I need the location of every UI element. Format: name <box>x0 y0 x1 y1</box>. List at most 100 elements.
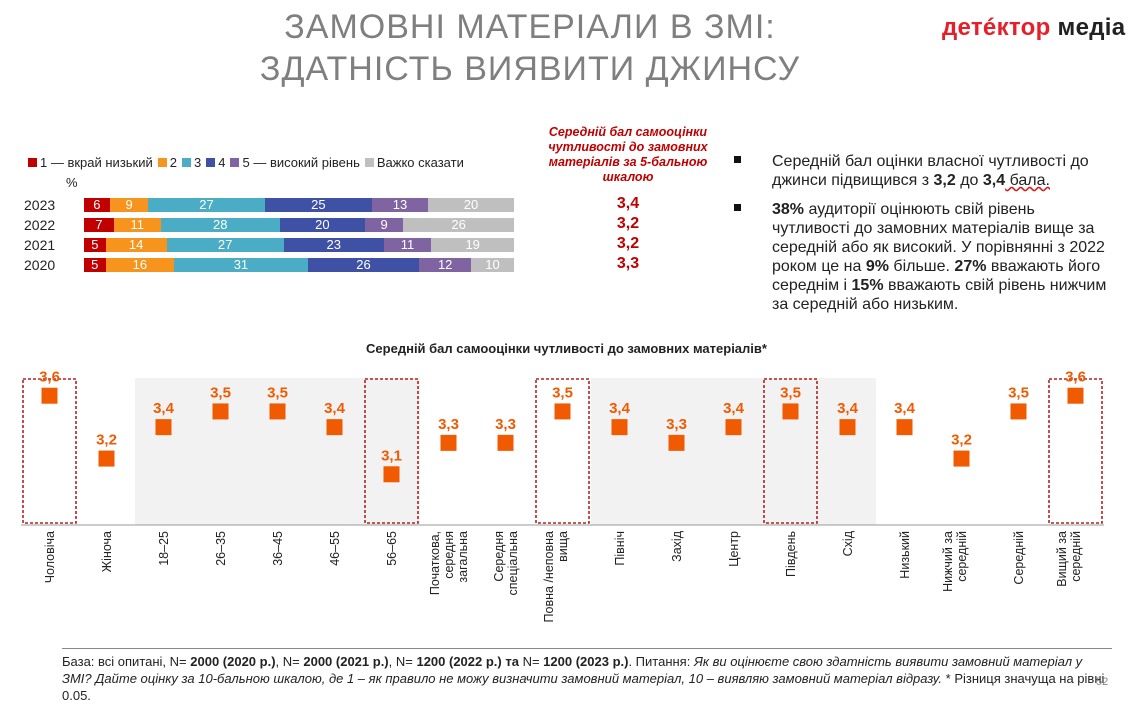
legend-item: Важко сказати <box>364 155 464 170</box>
dot-value-label: 3,5 <box>552 384 573 401</box>
mean-score-value: 3,4 <box>616 195 640 212</box>
footer-text-run: * Різниця значуща на рівні 0.05. <box>62 671 1105 703</box>
mean-score-value: 3,2 <box>616 215 640 232</box>
bar-segment: 7 <box>84 218 114 232</box>
shaded-band <box>762 378 819 525</box>
shaded-band <box>648 378 705 525</box>
legend-label: 1 — вкрай низький <box>40 155 153 170</box>
legend-label: 2 <box>169 155 178 170</box>
dot-value-label: 3,5 <box>1008 384 1029 401</box>
bar-segment: 31 <box>174 258 308 272</box>
text-run: Середній бал оцінки власної чутливості д… <box>772 153 1089 189</box>
dot-chart-title: Середній бал самооцінки чутливості до за… <box>366 341 767 356</box>
legend-swatch <box>230 158 240 167</box>
bar-segment: 11 <box>113 218 161 232</box>
stacked-bar-row: 5 16 31 26 12 10 <box>84 258 514 272</box>
detector-media-logo: детéктор медіа <box>942 14 1125 42</box>
text-run: бала. <box>1005 172 1050 189</box>
dot-marker <box>953 450 970 467</box>
logo-part-2: медіа <box>1050 14 1126 41</box>
x-axis-label: 46–55 <box>327 531 342 566</box>
legend-swatch <box>157 158 167 167</box>
dot-marker <box>1010 403 1027 420</box>
dot-marker <box>155 419 172 436</box>
bar-segment: 27 <box>166 238 284 252</box>
bullet-point-2: 38% аудиторії оцінюють свій рівень чутли… <box>734 200 1114 314</box>
text-run: вважають свій рівень нижчим за середній … <box>772 277 1107 313</box>
bar-segment: 26 <box>403 218 514 232</box>
title-line-1: ЗАМОВНІ МАТЕРІАЛИ В ЗМІ: <box>284 8 776 46</box>
dot-value-label: 3,5 <box>267 384 288 401</box>
legend-item: 2 <box>157 155 178 170</box>
dot-value-label: 3,4 <box>609 400 631 417</box>
bar-segment: 20 <box>427 198 514 212</box>
footer-text-run: 1200 (2022 р.) та <box>416 654 519 669</box>
dot-value-label: 3,4 <box>153 400 175 417</box>
dot-value-label: 3,4 <box>894 400 916 417</box>
text-run: 3,4 <box>982 172 1006 189</box>
mean-score-value: 3,2 <box>616 235 640 252</box>
legend-swatch <box>364 158 374 167</box>
bar-segment: 9 <box>109 198 149 212</box>
x-axis-label: Нижчий за середній <box>940 531 969 592</box>
legend-swatch <box>28 158 37 167</box>
bullet-point-1: Середній бал оцінки власної чутливості д… <box>734 152 1114 190</box>
dot-value-label: 3,3 <box>438 416 459 433</box>
text-run: вважають його середнім і <box>772 258 1101 294</box>
x-axis-label: Схід <box>840 531 855 557</box>
stacked-bar-row: 5 14 27 23 11 19 <box>84 238 514 252</box>
x-axis-label: Низький <box>897 531 912 579</box>
footer-text-run: База: всі опитані, N= <box>62 654 191 669</box>
bar-segment: 10 <box>470 258 514 272</box>
bar-segment: 20 <box>279 218 365 232</box>
dot-value-label: 3,3 <box>495 416 516 433</box>
mean-score-value: 3,3 <box>616 255 640 272</box>
text-run: 38% <box>772 201 805 218</box>
footer-divider <box>62 648 1112 649</box>
shaded-band <box>705 378 762 525</box>
x-axis-label: Повна /неповна вища <box>541 531 570 623</box>
legend-item: 3 <box>182 155 201 170</box>
legend-label: Важко сказати <box>376 155 464 170</box>
shaded-band <box>249 378 306 525</box>
shaded-band <box>363 378 420 525</box>
mean-score-header: Середній бал самооцінки чутливості до за… <box>548 125 708 184</box>
bar-segment: 14 <box>105 238 167 252</box>
dot-marker <box>611 419 628 436</box>
dot-marker <box>269 403 286 420</box>
legend-label: 5 — високий рівень <box>242 155 360 170</box>
text-run: більше. <box>888 258 955 275</box>
x-axis-label: 36–45 <box>270 531 285 566</box>
bar-year-label: 2023 <box>24 197 56 213</box>
bar-segment: 13 <box>372 198 428 212</box>
dot-value-label: 3,4 <box>723 400 745 417</box>
dot-marker <box>668 434 685 451</box>
footer-text-run: 2000 (2020 р.) <box>190 654 276 669</box>
dot-value-label: 3,5 <box>210 384 231 401</box>
bar-segment: 5 <box>84 258 106 272</box>
dot-value-label: 3,3 <box>666 416 687 433</box>
dot-marker <box>212 403 229 420</box>
x-axis-label: Чоловіча <box>42 531 57 584</box>
bar-segment: 27 <box>148 198 265 212</box>
bullet-square-icon <box>734 156 741 163</box>
legend-item: 5 — високий рівень <box>230 155 360 170</box>
x-axis-label: 18–25 <box>156 531 171 566</box>
legend-item: 4 <box>206 155 225 170</box>
bar-segment: 23 <box>283 238 384 252</box>
footer-text-run: Як ви оцінюєте свою здатність виявити за… <box>62 654 1083 686</box>
significant-highlight-box <box>535 378 590 524</box>
dot-value-label: 3,1 <box>381 447 402 464</box>
footer-note: База: всі опитані, N= 2000 (2020 р.), N=… <box>62 653 1107 704</box>
x-axis-label: Початкова, середня загальна <box>427 531 470 596</box>
dot-marker <box>782 403 799 420</box>
dot-value-label: 3,5 <box>780 384 801 401</box>
bullet-1-text: Середній бал оцінки власної чутливості д… <box>772 152 1114 190</box>
x-axis-label: Середня спеціальна <box>491 531 520 596</box>
page-title: ЗАМОВНІ МАТЕРІАЛИ В ЗМІ: ЗДАТНІСТЬ ВИЯВИ… <box>150 6 910 90</box>
legend-label: 3 <box>194 155 202 170</box>
bar-segment: 11 <box>383 238 432 252</box>
dot-value-label: 3,2 <box>96 432 117 449</box>
dot-marker <box>839 419 856 436</box>
legend-swatch <box>206 158 216 167</box>
